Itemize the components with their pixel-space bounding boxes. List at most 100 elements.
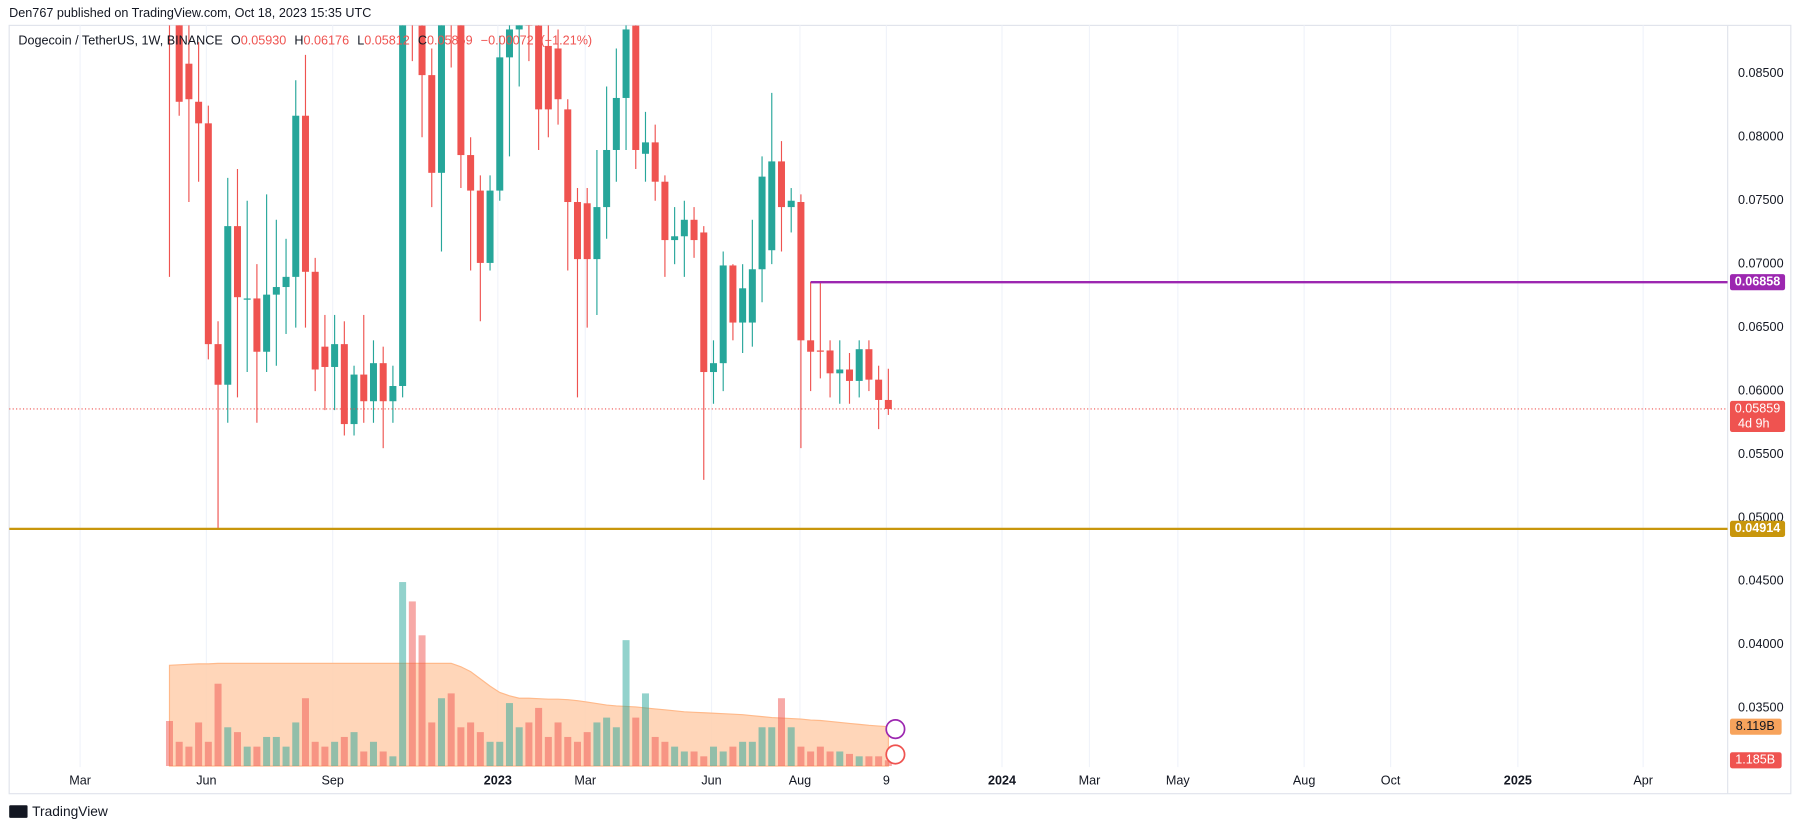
volume-ma-area xyxy=(168,662,889,767)
y-tick-label: 0.04000 xyxy=(1738,637,1784,651)
candle-body xyxy=(680,219,688,237)
volume-label: 1.185B xyxy=(1735,753,1775,767)
candle-body xyxy=(641,142,649,154)
ohlc-value: 0.06176 xyxy=(304,34,350,48)
ohlc-key: L xyxy=(357,34,364,48)
candle-body xyxy=(263,294,271,352)
candle-body xyxy=(535,25,543,110)
volume-bar xyxy=(437,698,445,767)
candle-body xyxy=(340,344,348,425)
x-tick-label: Mar xyxy=(574,773,596,787)
ohlc-value: 0.05930 xyxy=(241,34,287,48)
candle-body xyxy=(651,142,659,182)
y-tick-label: 0.06500 xyxy=(1738,320,1784,334)
y-tick-label: 0.08000 xyxy=(1738,130,1784,144)
candle-body xyxy=(350,374,358,425)
volume-bar xyxy=(525,722,533,767)
volume-bar xyxy=(185,746,193,767)
volume-bar xyxy=(661,741,669,767)
y-tick-label: 0.05500 xyxy=(1738,447,1784,461)
volume-bar xyxy=(457,727,465,767)
x-tick-label: Apr xyxy=(1633,773,1653,787)
volume-bar xyxy=(418,635,426,767)
candle-body xyxy=(311,271,319,370)
volume-bar xyxy=(389,756,397,767)
candle-body xyxy=(360,374,368,402)
candle-body xyxy=(476,190,484,263)
candle-body xyxy=(399,25,407,387)
volume-bar xyxy=(884,760,892,767)
volume-bar xyxy=(447,693,455,767)
volume-bar xyxy=(263,736,271,767)
candle-body xyxy=(748,269,756,323)
candle-body xyxy=(233,226,241,298)
grid xyxy=(79,25,1644,768)
header: Den767 published on TradingView.com, Oct… xyxy=(9,6,371,20)
volume-bar xyxy=(282,746,290,767)
volume-bar xyxy=(311,741,319,767)
candle-body xyxy=(214,344,222,385)
candle-body xyxy=(807,340,815,352)
volume-bar xyxy=(573,741,581,767)
volume-bar xyxy=(632,717,640,767)
candle-body xyxy=(787,200,795,208)
volume-bar xyxy=(787,727,795,767)
candle-body xyxy=(700,232,708,373)
candle-body xyxy=(525,25,533,26)
volume-bar xyxy=(165,720,173,767)
candle-body xyxy=(671,236,679,241)
volume-bar xyxy=(651,736,659,767)
legend: Dogecoin / TetherUS, 1W, BINANCE O0.0593… xyxy=(18,34,592,48)
candle-body xyxy=(739,288,747,323)
level-label: 0.04914 xyxy=(1735,521,1781,535)
event-icon[interactable] xyxy=(885,744,906,765)
volume-bar xyxy=(243,746,251,767)
volume-bar xyxy=(175,741,183,767)
volume-bar xyxy=(369,741,377,767)
x-tick-label: 2023 xyxy=(484,773,512,787)
volume-bar xyxy=(777,698,785,767)
candle-body xyxy=(709,363,717,373)
candle-body xyxy=(389,386,397,402)
symbol-title: Dogecoin / TetherUS, 1W, BINANCE xyxy=(18,34,222,48)
volume-bar xyxy=(603,717,611,767)
x-tick-label: 2024 xyxy=(988,773,1016,787)
x-tick-label: Mar xyxy=(69,773,91,787)
volume-bar xyxy=(719,751,727,767)
candle-body xyxy=(836,369,844,374)
volume-tag xyxy=(1729,752,1782,769)
candle-body xyxy=(729,265,737,323)
candle-body xyxy=(875,379,883,400)
last-price-tag xyxy=(1729,400,1786,433)
change: −0.00072 xyxy=(481,34,534,48)
event-icon[interactable] xyxy=(885,719,906,740)
volume-bar xyxy=(807,751,815,767)
level-tag xyxy=(1729,274,1786,291)
volume-bar xyxy=(360,751,368,767)
candle-body xyxy=(855,349,863,381)
countdown: 4d 9h xyxy=(1738,416,1770,430)
candle-body xyxy=(282,276,290,288)
volume-bar xyxy=(564,736,572,767)
candle-body xyxy=(593,207,601,260)
candle-body xyxy=(486,190,494,263)
volume-bar xyxy=(768,727,776,767)
volume-ma-label: 8.119B xyxy=(1736,719,1775,733)
candle-body xyxy=(845,369,853,381)
candle-body xyxy=(292,115,300,277)
volume-bar xyxy=(292,722,300,767)
candle-body xyxy=(719,265,727,364)
volume-bar xyxy=(321,746,329,767)
axes: 0.08500 0.08000 0.07500 0.07000 0.06500 0.060… xyxy=(69,66,1786,787)
x-tick-label: Jun xyxy=(196,773,216,787)
candle-body xyxy=(175,25,183,102)
volume-bar xyxy=(671,746,679,767)
candle-body xyxy=(331,344,339,367)
candle-body xyxy=(884,399,892,409)
volume-bar xyxy=(515,727,523,767)
volume-bar xyxy=(758,727,766,767)
volume-bar xyxy=(865,756,873,767)
volume-bar xyxy=(428,722,436,767)
